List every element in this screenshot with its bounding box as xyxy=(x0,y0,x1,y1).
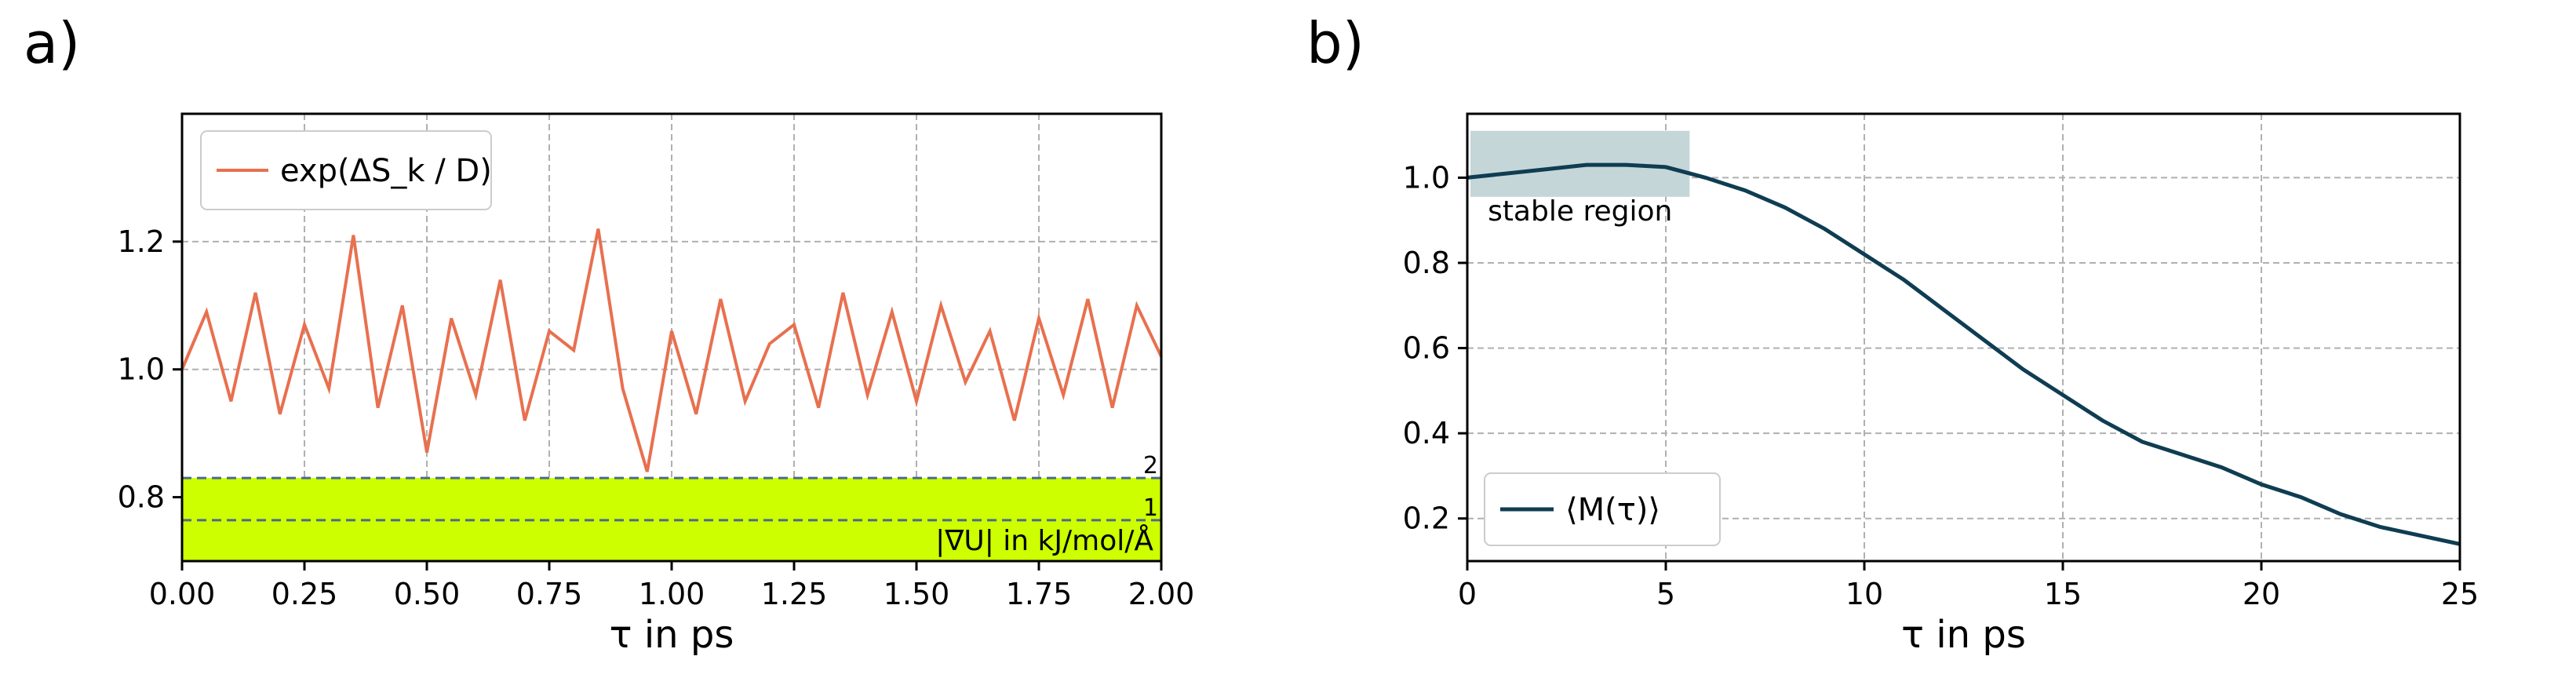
chart-b-x-ticks: 0 5 10 15 20 25 xyxy=(1458,561,2479,611)
a-x-tick-label-8: 2.00 xyxy=(1128,577,1195,611)
chart-a: 21 |∇U| in kJ/mol/Å 0.00 0.25 0.50 0.75 1.00… xyxy=(118,112,1195,657)
b-y-tick-label-0: 0.2 xyxy=(1403,501,1450,536)
chart-a-threshold-band xyxy=(182,478,1161,561)
chart-a-x-ticks: 0.00 0.25 0.50 0.75 1.00 1.25 1.50 1.75 2.00 xyxy=(149,561,1195,611)
a-x-tick-label-4: 1.00 xyxy=(639,577,705,611)
panel-label-b: b) xyxy=(1306,10,1365,76)
a-x-tick-label-5: 1.25 xyxy=(761,577,828,611)
b-y-tick-label-1: 0.4 xyxy=(1403,416,1450,450)
chart-b-legend: ⟨M(τ)⟩ xyxy=(1484,472,1721,546)
b-y-tick-label-4: 1.0 xyxy=(1403,160,1450,195)
chart-b-x-label: τ in ps xyxy=(1901,613,2026,657)
chart-a-series-line xyxy=(180,228,1163,472)
a-x-tick-label-3: 0.75 xyxy=(516,577,583,611)
b-y-tick-label-3: 0.8 xyxy=(1403,246,1450,280)
b-x-tick-label-5: 25 xyxy=(2441,577,2479,611)
b-x-tick-label-1: 5 xyxy=(1656,577,1675,611)
chart-b-series-line xyxy=(1467,162,2461,546)
chart-b-legend-label: ⟨M(τ)⟩ xyxy=(1565,492,1660,528)
a-y-tick-label-2: 1.2 xyxy=(118,224,165,259)
chart-a-threshold-label-1: 1 xyxy=(1143,494,1158,522)
chart-a-y-ticks: 0.8 1.0 1.2 xyxy=(118,224,182,515)
a-x-tick-label-0: 0.00 xyxy=(149,577,216,611)
a-y-tick-label-0: 0.8 xyxy=(118,480,165,515)
chart-a-threshold-lines: 21 xyxy=(182,452,1161,522)
a-x-tick-label-1: 0.25 xyxy=(271,577,338,611)
b-x-tick-label-4: 20 xyxy=(2243,577,2280,611)
b-y-tick-label-2: 0.6 xyxy=(1403,331,1450,366)
chart-a-legend-box xyxy=(200,130,492,210)
chart-b-y-ticks: 0.2 0.4 0.6 0.8 1.0 xyxy=(1403,160,1467,536)
chart-a-x-label: τ in ps xyxy=(610,613,734,657)
chart-b-frame xyxy=(1466,112,2461,563)
a-x-tick-label-7: 1.75 xyxy=(1006,577,1073,611)
a-y-tick-label-1: 1.0 xyxy=(118,352,165,387)
chart-a-legend-label: exp(ΔS_k / D) xyxy=(280,153,492,189)
chart-a-legend: exp(ΔS_k / D) xyxy=(200,130,492,210)
b-x-tick-label-3: 15 xyxy=(2044,577,2082,611)
b-x-tick-label-2: 10 xyxy=(1845,577,1883,611)
a-x-tick-label-6: 1.50 xyxy=(884,577,950,611)
chart-a-band-label: |∇U| in kJ/mol/Å xyxy=(935,523,1153,557)
b-x-tick-label-0: 0 xyxy=(1458,577,1477,611)
chart-a-threshold-label-0: 2 xyxy=(1143,452,1158,479)
chart-b: stable region 0 5 10 15 20 25 0.2 0.4 0.6 0.8 1.0… xyxy=(1403,112,2479,657)
a-x-tick-label-2: 0.50 xyxy=(394,577,461,611)
chart-b-stable-region-label: stable region xyxy=(1488,195,1672,228)
panel-label-a: a) xyxy=(24,10,80,76)
chart-b-legend-box xyxy=(1484,472,1721,546)
